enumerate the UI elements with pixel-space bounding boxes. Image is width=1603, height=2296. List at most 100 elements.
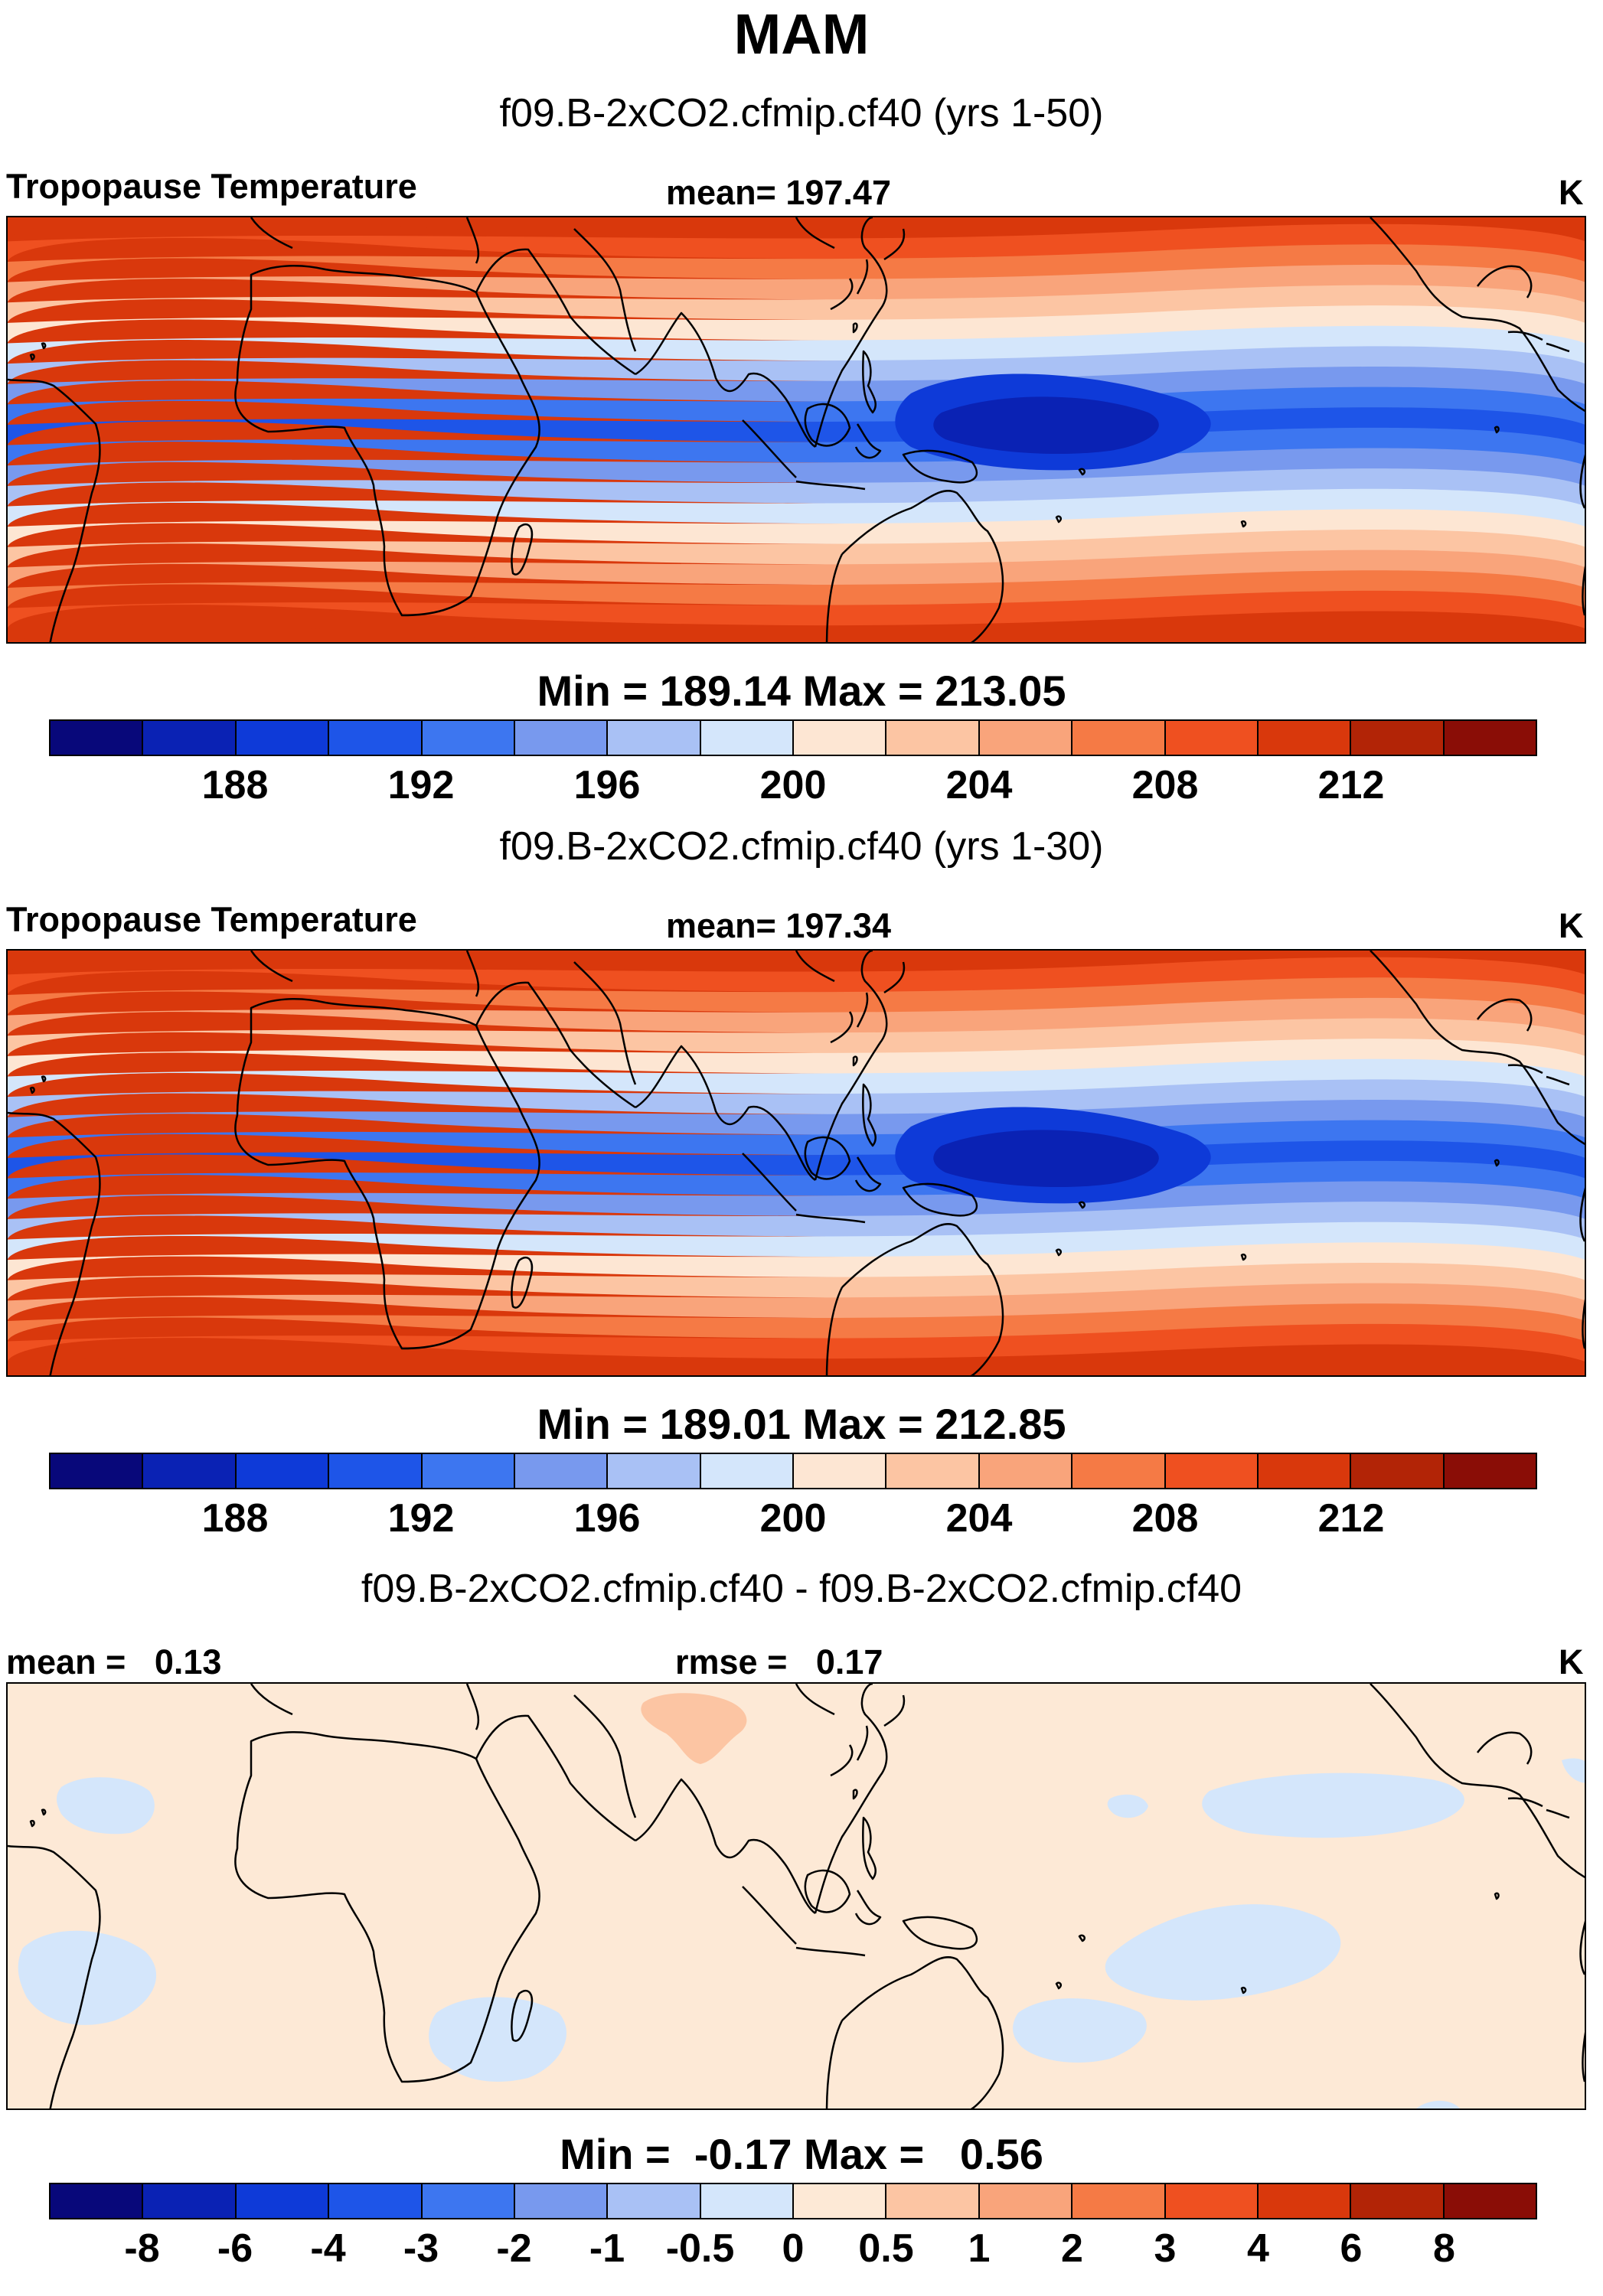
colorbar-swatch — [236, 2184, 330, 2218]
colorbar-tick-label: -6 — [217, 2226, 253, 2271]
colorbar-swatch — [979, 721, 1073, 755]
panel-1-units-label: K — [1559, 173, 1584, 212]
colorbar-swatch — [422, 2184, 515, 2218]
panel-1-mean-label: mean= 197.47 — [666, 173, 891, 212]
panel-3-colorbar — [49, 2183, 1537, 2219]
colorbar-swatch — [329, 721, 423, 755]
colorbar-swatch — [51, 1454, 144, 1488]
colorbar-tick-label: 192 — [387, 1496, 455, 1541]
colorbar-swatch — [236, 1454, 330, 1488]
colorbar-swatch — [514, 2184, 609, 2218]
colorbar-swatch — [1258, 2184, 1352, 2218]
colorbar-tick-label: 0 — [782, 2226, 805, 2271]
colorbar-tick-label: -2 — [496, 2226, 532, 2271]
panel-2-units-label: K — [1559, 906, 1584, 945]
panel-2-colorbar — [49, 1453, 1537, 1489]
colorbar-tick-label: 204 — [945, 763, 1013, 807]
colorbar-swatch — [608, 2184, 701, 2218]
temperature-band — [8, 611, 1585, 642]
panel-3-negative-anomalies — [18, 1758, 1585, 2108]
colorbar-swatch — [1444, 721, 1536, 755]
colorbar-tick-label: 196 — [573, 763, 641, 807]
colorbar-swatch — [143, 2184, 237, 2218]
panel-2-min-max: Min = 189.01 Max = 212.85 — [537, 1400, 1066, 1448]
colorbar-swatch — [608, 1454, 701, 1488]
panel-1-map — [6, 216, 1586, 644]
colorbar-tick-label: 188 — [201, 763, 269, 807]
colorbar-swatch — [886, 721, 980, 755]
panel-2-mean-label: mean= 197.34 — [666, 906, 891, 945]
colorbar-swatch — [329, 2184, 423, 2218]
colorbar-tick-label: 212 — [1317, 763, 1385, 807]
panel-2-left-label: Tropopause Temperature — [6, 900, 417, 939]
colorbar-swatch — [794, 721, 887, 755]
colorbar-swatch — [514, 721, 609, 755]
figure-title: MAM — [733, 2, 870, 66]
colorbar-swatch — [794, 1454, 887, 1488]
colorbar-swatch — [1072, 721, 1166, 755]
panel-2-temperature-bands — [8, 951, 1585, 1375]
colorbar-tick-label: 208 — [1131, 763, 1199, 807]
colorbar-tick-label: 200 — [759, 1496, 827, 1541]
colorbar-tick-label: -1 — [589, 2226, 625, 2271]
panel-1-cold-pool — [895, 373, 1211, 471]
colorbar-swatch — [700, 1454, 794, 1488]
panel-1-title: f09.B-2xCO2.cfmip.cf40 (yrs 1-50) — [499, 91, 1104, 135]
colorbar-swatch — [1165, 721, 1259, 755]
panel-3-background-field — [8, 1684, 1585, 2108]
colorbar-swatch — [143, 721, 237, 755]
colorbar-tick-label: -8 — [124, 2226, 160, 2271]
panel-1-temperature-bands — [8, 217, 1585, 642]
colorbar-swatch — [1165, 1454, 1259, 1488]
colorbar-swatch — [608, 721, 701, 755]
panel-3-title: f09.B-2xCO2.cfmip.cf40 - f09.B-2xCO2.cfm… — [361, 1567, 1242, 1611]
colorbar-swatch — [422, 721, 515, 755]
panel-3-units-label: K — [1559, 1642, 1584, 1681]
colorbar-swatch — [1351, 721, 1445, 755]
colorbar-swatch — [1258, 721, 1352, 755]
colorbar-swatch — [1165, 2184, 1259, 2218]
colorbar-tick-label: 8 — [1433, 2226, 1455, 2271]
colorbar-tick-label: 196 — [573, 1496, 641, 1541]
panel-1-colorbar — [49, 719, 1537, 756]
panel-1-left-label: Tropopause Temperature — [6, 167, 417, 206]
colorbar-swatch — [700, 721, 794, 755]
panel-3-map-svg — [8, 1684, 1585, 2108]
panel-3-colorbar-ticks: -8 -6 -4 -3 -2 -1 -0.5 0 0.5 1 2 3 4 6 8 — [0, 2226, 1603, 2279]
panel-2-map-svg — [8, 951, 1585, 1375]
panel-2-colorbar-ticks: 188 192 196 200 204 208 212 — [0, 1495, 1603, 1549]
colorbar-swatch — [886, 1454, 980, 1488]
panel-1-min-max: Min = 189.14 Max = 213.05 — [537, 667, 1066, 715]
colorbar-tick-label: 212 — [1317, 1496, 1385, 1541]
panel-1-map-svg — [8, 217, 1585, 642]
colorbar-swatch — [1444, 1454, 1536, 1488]
panel-3-map — [6, 1682, 1586, 2110]
colorbar-tick-label: 2 — [1061, 2226, 1083, 2271]
colorbar-tick-label: 6 — [1340, 2226, 1363, 2271]
panel-2-map — [6, 949, 1586, 1377]
colorbar-swatch — [1072, 2184, 1166, 2218]
colorbar-swatch — [700, 2184, 794, 2218]
colorbar-swatch — [1258, 1454, 1352, 1488]
colorbar-swatch — [329, 1454, 423, 1488]
colorbar-tick-label: 3 — [1154, 2226, 1177, 2271]
colorbar-swatch — [236, 721, 330, 755]
colorbar-swatch — [886, 2184, 980, 2218]
colorbar-swatch — [514, 1454, 609, 1488]
colorbar-swatch — [422, 1454, 515, 1488]
colorbar-swatch — [1072, 1454, 1166, 1488]
cold-pool-core — [933, 396, 1159, 455]
colorbar-tick-label: -0.5 — [665, 2226, 735, 2271]
colorbar-tick-label: 192 — [387, 763, 455, 807]
panel-3-min-max: Min = -0.17 Max = 0.56 — [560, 2130, 1043, 2178]
colorbar-swatch — [1351, 2184, 1445, 2218]
colorbar-swatch — [143, 1454, 237, 1488]
panel-3-mean-label: mean = 0.13 — [6, 1642, 222, 1681]
colorbar-tick-label: -4 — [310, 2226, 346, 2271]
panel-1-colorbar-ticks: 188 192 196 200 204 208 212 — [0, 762, 1603, 816]
panel-2-title: f09.B-2xCO2.cfmip.cf40 (yrs 1-30) — [499, 824, 1104, 869]
colorbar-tick-label: -3 — [403, 2226, 439, 2271]
colorbar-tick-label: 200 — [759, 763, 827, 807]
colorbar-tick-label: 1 — [968, 2226, 991, 2271]
cold-pool-core — [933, 1130, 1159, 1188]
